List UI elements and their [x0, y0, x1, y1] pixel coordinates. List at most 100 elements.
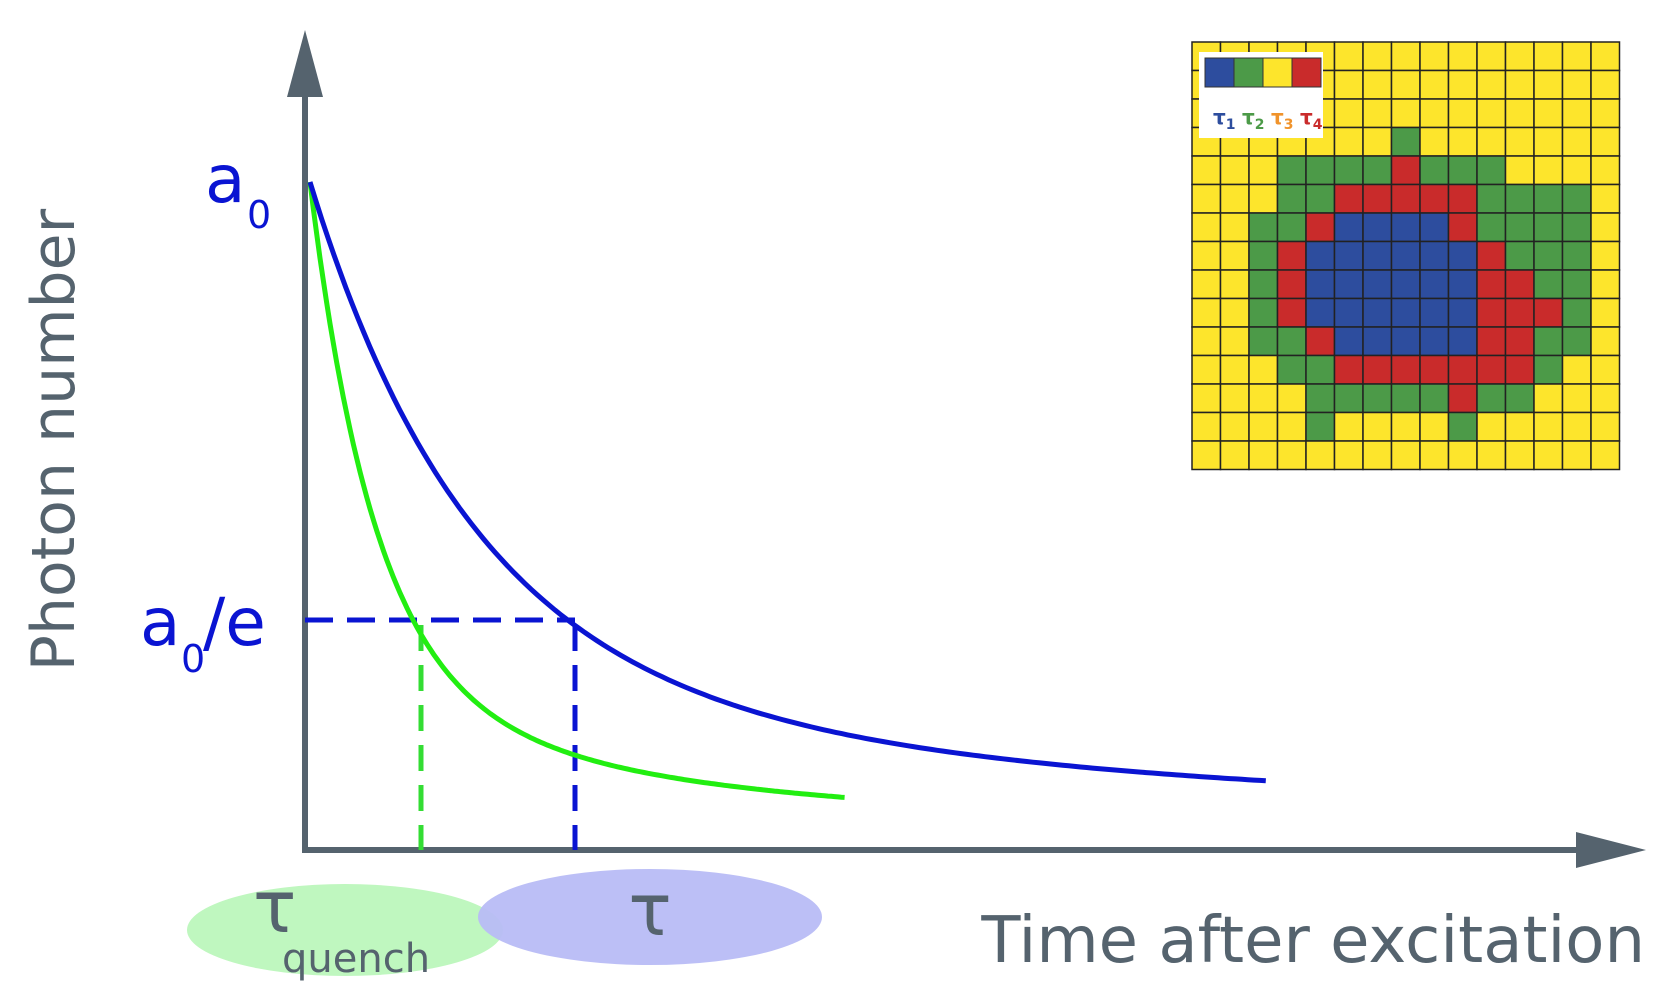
map-cell: [1419, 98, 1450, 129]
map-cell: [1219, 326, 1250, 357]
map-cell: [1561, 69, 1592, 100]
map-cell: [1219, 354, 1250, 385]
map-cell: [1476, 240, 1507, 271]
map-cell: [1362, 212, 1393, 243]
map-cell: [1476, 155, 1507, 186]
map-cell: [1533, 411, 1564, 442]
x-axis-arrow: [1576, 832, 1646, 868]
map-cell: [1362, 126, 1393, 157]
map-cell: [1447, 411, 1478, 442]
map-cell: [1476, 354, 1507, 385]
map-cell: [1561, 411, 1592, 442]
map-cell: [1219, 183, 1250, 214]
map-cell: [1390, 41, 1421, 72]
map-cell: [1590, 212, 1621, 243]
map-cell: [1590, 354, 1621, 385]
map-cell: [1419, 326, 1450, 357]
map-cell: [1561, 269, 1592, 300]
a0e-suffix: /e: [203, 584, 266, 661]
map-cell: [1333, 69, 1364, 100]
map-cell: [1561, 126, 1592, 157]
map-cell: [1248, 383, 1279, 414]
map-cell: [1362, 297, 1393, 328]
map-cell: [1561, 383, 1592, 414]
map-cell: [1333, 354, 1364, 385]
map-cell: [1248, 269, 1279, 300]
map-cell: [1390, 297, 1421, 328]
map-cell: [1590, 297, 1621, 328]
map-cell: [1362, 98, 1393, 129]
map-cell: [1447, 354, 1478, 385]
map-cell: [1590, 69, 1621, 100]
map-cell: [1191, 440, 1222, 471]
map-cell: [1248, 440, 1279, 471]
map-cell: [1333, 269, 1364, 300]
map-cell: [1476, 212, 1507, 243]
map-cell: [1533, 69, 1564, 100]
tau-quench-subscript: quench: [282, 936, 430, 982]
map-cell: [1333, 183, 1364, 214]
map-cell: [1276, 326, 1307, 357]
map-cell: [1333, 297, 1364, 328]
map-cell: [1248, 212, 1279, 243]
y-axis-label: Photon number: [19, 208, 89, 671]
map-cell: [1305, 155, 1336, 186]
map-cell: [1305, 411, 1336, 442]
map-cell: [1191, 240, 1222, 271]
map-cell: [1533, 212, 1564, 243]
map-cell: [1419, 212, 1450, 243]
map-cell: [1504, 126, 1535, 157]
map-cell: [1276, 240, 1307, 271]
map-cell: [1419, 440, 1450, 471]
a0e-label: a 0 /e: [140, 584, 266, 681]
map-cell: [1476, 69, 1507, 100]
map-cell: [1533, 383, 1564, 414]
map-cell: [1390, 155, 1421, 186]
map-cell: [1533, 126, 1564, 157]
map-cell: [1504, 269, 1535, 300]
map-cell: [1447, 440, 1478, 471]
map-cell: [1390, 126, 1421, 157]
map-cell: [1248, 183, 1279, 214]
map-cell: [1447, 69, 1478, 100]
map-cell: [1447, 269, 1478, 300]
map-cell: [1219, 155, 1250, 186]
map-cell: [1561, 155, 1592, 186]
map-cell: [1590, 326, 1621, 357]
map-cell: [1390, 440, 1421, 471]
map-cell: [1419, 411, 1450, 442]
map-cell: [1362, 183, 1393, 214]
map-cell: [1504, 155, 1535, 186]
map-cell: [1504, 183, 1535, 214]
map-cell: [1305, 183, 1336, 214]
map-cell: [1561, 41, 1592, 72]
tau-quench-label: τ quench: [253, 865, 430, 982]
map-cell: [1476, 297, 1507, 328]
map-cell: [1219, 440, 1250, 471]
map-cell: [1305, 240, 1336, 271]
map-cell: [1305, 383, 1336, 414]
map-cell: [1476, 326, 1507, 357]
map-cell: [1219, 269, 1250, 300]
map-cell: [1362, 41, 1393, 72]
map-cell: [1447, 155, 1478, 186]
map-cell: [1276, 354, 1307, 385]
map-cell: [1219, 240, 1250, 271]
map-cell: [1590, 440, 1621, 471]
map-cell: [1390, 69, 1421, 100]
a0-base: a: [205, 141, 245, 218]
map-cell: [1504, 411, 1535, 442]
map-cell: [1362, 354, 1393, 385]
map-cell: [1533, 41, 1564, 72]
map-cell: [1447, 212, 1478, 243]
legend-swatch: [1262, 57, 1293, 88]
a0e-subscript: 0: [181, 637, 205, 681]
map-cell: [1419, 383, 1450, 414]
map-cell: [1590, 411, 1621, 442]
map-cell: [1333, 41, 1364, 72]
map-cell: [1476, 98, 1507, 129]
map-cell: [1191, 411, 1222, 442]
map-cell: [1219, 383, 1250, 414]
map-cell: [1504, 326, 1535, 357]
map-cell: [1533, 155, 1564, 186]
